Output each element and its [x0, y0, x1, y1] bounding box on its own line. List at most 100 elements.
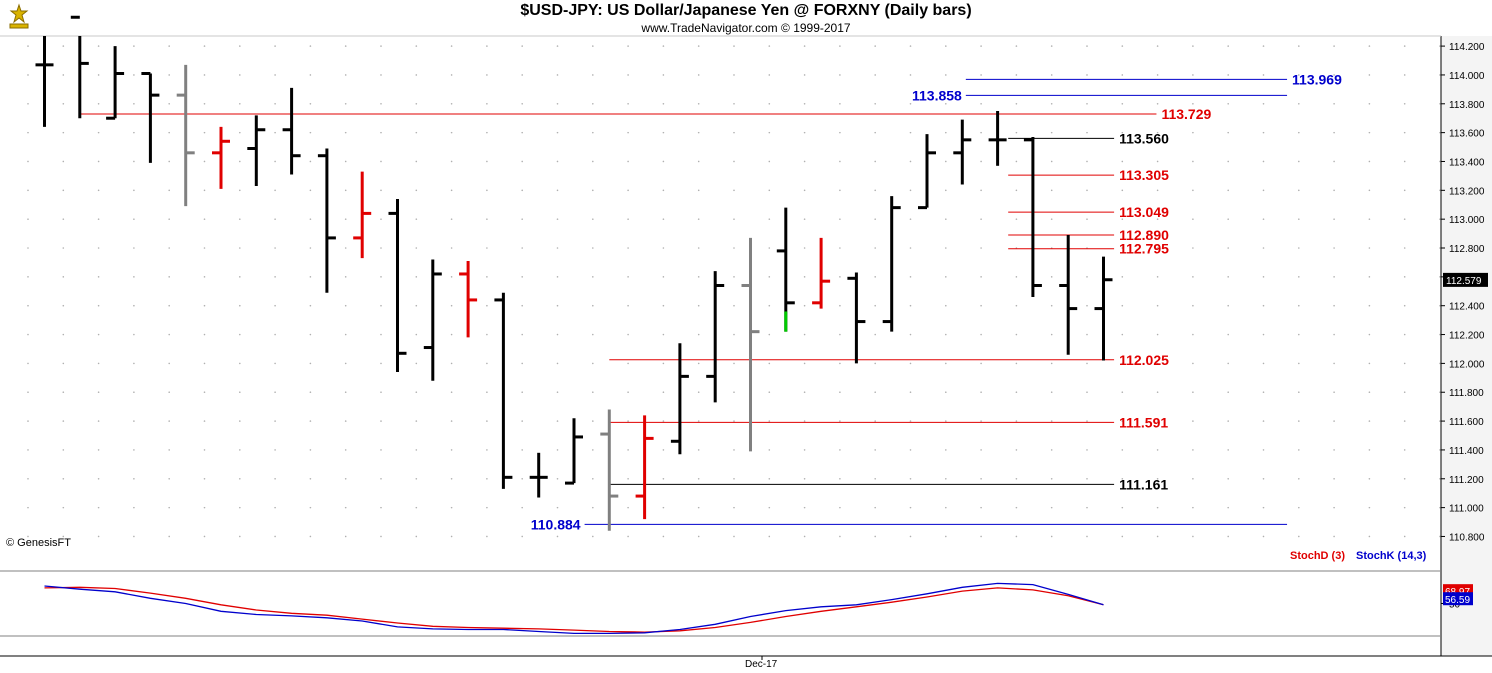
stoch-k-value-box: [1443, 592, 1473, 606]
grid-dot: [274, 333, 276, 336]
grid-dot: [415, 45, 418, 47]
grid-dot: [556, 506, 559, 509]
grid-dot: [274, 74, 276, 76]
grid-dot: [1086, 420, 1088, 422]
grid-dot: [839, 160, 841, 163]
grid-dot: [592, 189, 594, 192]
grid-dot: [486, 391, 488, 394]
support-resistance-levels: 113.969 113.858 113.729 113.560 113.305 113.0…: [79, 71, 1342, 532]
grid-dot: [1086, 477, 1088, 480]
grid-dot: [733, 506, 735, 509]
grid-dot: [909, 102, 912, 105]
grid-dot: [662, 535, 665, 538]
grid-dot: [662, 362, 665, 365]
grid-dot: [1262, 506, 1265, 509]
grid-dot: [1015, 304, 1018, 307]
grid-dot: [1403, 160, 1406, 163]
grid-dot: [274, 160, 276, 163]
grid-dot: [592, 131, 594, 134]
grid-dot: [909, 449, 912, 451]
grid-dot: [1086, 74, 1088, 76]
grid-dot: [803, 160, 806, 163]
grid-dot: [627, 45, 629, 47]
grid-dot: [627, 477, 629, 480]
grid-dot: [521, 74, 523, 76]
grid-dot: [1050, 420, 1053, 422]
grid-dot: [97, 74, 100, 76]
grid-dot: [874, 218, 876, 220]
grid-dot: [980, 506, 982, 509]
grid-dot: [27, 160, 29, 163]
grid-dot: [344, 333, 347, 336]
ohlc-bar: [635, 415, 654, 520]
grid-dot: [592, 102, 594, 105]
grid-dot: [309, 420, 312, 422]
grid-dot: [1192, 102, 1194, 105]
grid-dot: [803, 333, 806, 336]
grid-dot: [874, 333, 876, 336]
grid-dot: [97, 160, 100, 163]
grid-dot: [168, 420, 170, 422]
grid-dot: [697, 247, 700, 249]
grid-dot: [733, 45, 735, 47]
stoch-k-legend: StochK (14,3): [1356, 550, 1427, 562]
grid-dot: [592, 477, 594, 480]
grid-dot: [133, 420, 135, 422]
last-price-label: 112.579: [1446, 276, 1482, 287]
grid-dot: [1262, 247, 1265, 249]
grid-dot: [1192, 506, 1194, 509]
grid-dot: [874, 160, 876, 163]
ohlc-bar: [1059, 235, 1078, 355]
grid-dot: [697, 45, 700, 47]
grid-dot: [239, 420, 241, 422]
grid-dot: [874, 189, 876, 192]
grid-dot: [733, 333, 735, 336]
grid-dot: [27, 131, 29, 134]
grid-dot: [1227, 391, 1229, 394]
grid-dot: [1403, 276, 1406, 278]
grid-dot: [1192, 477, 1194, 480]
grid-dot: [239, 391, 241, 394]
grid-dot: [168, 362, 170, 365]
grid-dot: [344, 189, 347, 192]
grid-dot: [1403, 45, 1406, 47]
grid-dot: [1050, 45, 1053, 47]
grid-dot: [1403, 535, 1406, 538]
grid-dot: [945, 45, 947, 47]
grid-dot: [97, 131, 100, 134]
grid-dot: [945, 276, 947, 278]
stochastic-panel: 5068.9756.59: [0, 570, 1473, 637]
grid-dot: [380, 102, 382, 105]
grid-dot: [556, 477, 559, 480]
grid-dot: [1050, 535, 1053, 538]
grid-dot: [1156, 333, 1159, 336]
grid-dot: [980, 391, 982, 394]
ohlc-bar: [70, 15, 89, 119]
grid-dot: [1298, 449, 1300, 451]
grid-dot: [627, 131, 629, 134]
ohlc-bar: [353, 171, 372, 259]
grid-dot: [415, 535, 418, 538]
grid-dot: [697, 276, 700, 278]
grid-dot: [1121, 102, 1124, 105]
ohlc-bar: [670, 343, 689, 455]
grid-dot: [274, 506, 276, 509]
price-tick-label: 113.800: [1449, 100, 1485, 111]
grid-dot: [592, 45, 594, 47]
grid-dot: [274, 45, 276, 47]
grid-dot: [909, 189, 912, 192]
grid-dot: [239, 160, 241, 163]
grid-dot: [1298, 420, 1300, 422]
grid-dot: [874, 449, 876, 451]
grid-dot: [733, 420, 735, 422]
grid-dot: [380, 333, 382, 336]
grid-dot: [1333, 45, 1335, 47]
grid-dot: [380, 304, 382, 307]
grid-dot: [556, 131, 559, 134]
grid-dot: [1403, 102, 1406, 105]
grid-dot: [1262, 160, 1265, 163]
grid-dot: [203, 391, 206, 394]
grid-dot: [980, 131, 982, 134]
grid-dot: [486, 74, 488, 76]
grid-dot: [380, 506, 382, 509]
